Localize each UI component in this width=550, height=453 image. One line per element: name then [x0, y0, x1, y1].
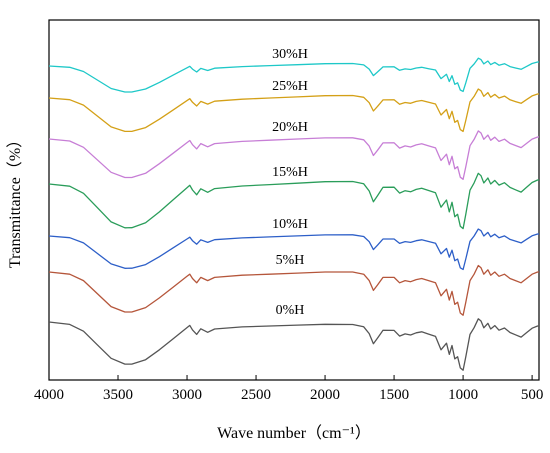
x-tick-label: 500 — [521, 387, 544, 403]
series-line — [48, 172, 539, 230]
plot-frame — [48, 19, 540, 381]
series-line — [48, 88, 539, 133]
series-label: 20%H — [272, 120, 308, 135]
x-tick-label: 3500 — [103, 387, 133, 403]
series-group — [48, 57, 539, 371]
x-tick-label: 2500 — [241, 387, 271, 403]
series-label: 0%H — [276, 303, 305, 318]
x-axis-label: Wave number（cm⁻¹） — [217, 424, 371, 442]
series-line — [48, 228, 539, 271]
x-tick-label: 1500 — [379, 387, 409, 403]
x-tick-label: 1000 — [448, 387, 478, 403]
series-line — [48, 318, 539, 371]
series-label: 10%H — [272, 217, 308, 232]
x-tick-label: 2000 — [310, 387, 340, 403]
x-tick-label: 3000 — [172, 387, 202, 403]
series-label: 25%H — [272, 79, 308, 94]
x-axis-ticks: 4000 3500 3000 2500 2000 1500 1000 500 — [34, 375, 543, 403]
series-label: 5%H — [276, 253, 305, 268]
series-line — [48, 264, 539, 316]
series-line — [48, 130, 539, 180]
series-labels: 30%H 25%H 20%H 15%H 10%H 5%H 0%H — [272, 47, 308, 318]
series-line — [48, 57, 539, 93]
series-label: 30%H — [272, 47, 308, 62]
x-tick-label: 4000 — [34, 387, 64, 403]
series-label: 15%H — [272, 165, 308, 180]
y-axis-label: Transmittance（%） — [6, 132, 24, 268]
